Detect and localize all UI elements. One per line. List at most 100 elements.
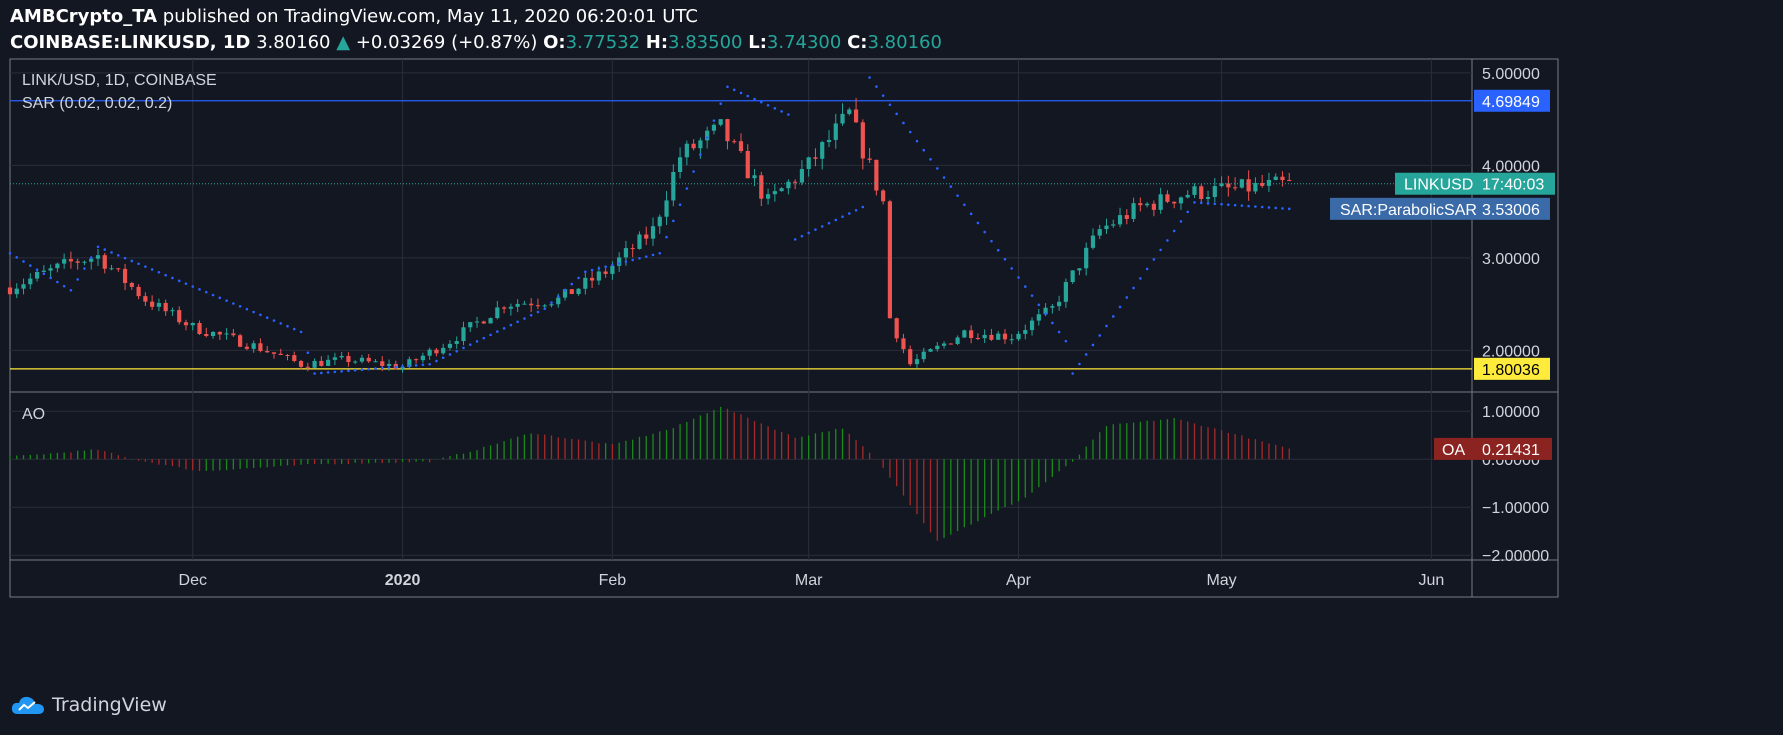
candle-body bbox=[150, 301, 155, 307]
candle-body bbox=[806, 157, 811, 169]
sar-dot bbox=[556, 295, 560, 298]
last-price: 3.80160 bbox=[256, 32, 331, 53]
level-badge-bg bbox=[1474, 357, 1550, 380]
candle-body bbox=[772, 191, 777, 195]
sar-dot bbox=[1254, 205, 1257, 208]
sar-dot bbox=[435, 359, 438, 363]
candle-body bbox=[116, 268, 121, 270]
candle-body bbox=[312, 360, 317, 368]
low-value: 3.74300 bbox=[766, 32, 842, 53]
sar-dot bbox=[922, 148, 926, 152]
price-tick-label: 4.00000 bbox=[1482, 158, 1540, 175]
sar-dot bbox=[22, 260, 25, 263]
candle-body bbox=[589, 277, 595, 281]
close-value: 3.80160 bbox=[867, 32, 942, 53]
candle-body bbox=[1178, 197, 1184, 204]
candle-body bbox=[671, 171, 676, 201]
candle-body bbox=[1158, 194, 1163, 210]
tradingview-brand[interactable]: TradingView bbox=[52, 694, 167, 716]
candle-body bbox=[1246, 179, 1251, 192]
time-tick-label: Feb bbox=[599, 572, 627, 589]
candle-body bbox=[1185, 194, 1190, 198]
candle-body bbox=[1117, 215, 1123, 225]
candle-body bbox=[461, 327, 466, 342]
ao-tick-label: −1.00000 bbox=[1482, 500, 1549, 517]
sar-dot bbox=[1030, 294, 1034, 297]
candle-body bbox=[962, 330, 967, 338]
candle-body bbox=[1266, 179, 1272, 186]
candle-body bbox=[691, 143, 696, 149]
candle-body bbox=[1226, 183, 1231, 188]
candle-body bbox=[251, 343, 256, 349]
sar-dot bbox=[665, 235, 668, 239]
sar-dot bbox=[1084, 353, 1088, 356]
author-name[interactable]: AMBCrypto_TA bbox=[10, 6, 158, 27]
candle-body bbox=[860, 122, 865, 159]
candle-body bbox=[853, 109, 859, 123]
sar-dot bbox=[232, 302, 235, 305]
candle-body bbox=[204, 334, 209, 337]
sar-dot bbox=[536, 310, 540, 314]
sar-dot bbox=[198, 288, 201, 291]
candle-body bbox=[799, 168, 805, 183]
sar-dot bbox=[1267, 206, 1271, 209]
price-tick-label: 2.00000 bbox=[1482, 343, 1540, 360]
sar-dot bbox=[150, 268, 154, 271]
sar-dot bbox=[1010, 267, 1014, 270]
sar-dot bbox=[760, 100, 763, 104]
chart-area[interactable]: LINK/USD, 1D, COINBASE SAR (0.02, 0.02, 0… bbox=[0, 0, 1783, 690]
sar-dot bbox=[144, 265, 147, 268]
candle-body bbox=[508, 306, 513, 309]
sar-dot bbox=[563, 288, 567, 292]
sar-dot bbox=[374, 367, 377, 370]
sar-dot bbox=[644, 255, 648, 258]
candle-body bbox=[414, 359, 419, 361]
ao-badge-name: OA bbox=[1442, 442, 1465, 459]
sar-dot bbox=[1152, 258, 1156, 261]
sar-dot bbox=[1227, 203, 1230, 206]
sar-dot bbox=[62, 284, 66, 288]
sar-dot bbox=[482, 336, 486, 340]
candle-body bbox=[319, 360, 324, 366]
candle-body bbox=[1029, 320, 1035, 331]
candle-body bbox=[603, 271, 608, 274]
chart-frame bbox=[9, 58, 1559, 598]
sar-dot bbox=[69, 288, 73, 292]
sar-dot bbox=[83, 267, 86, 270]
sar-dot bbox=[861, 205, 865, 209]
price-tick-label: 3.00000 bbox=[1482, 251, 1540, 268]
candle-body bbox=[725, 119, 730, 142]
candle-body bbox=[1138, 203, 1143, 206]
candle-body bbox=[68, 259, 74, 262]
candle-body bbox=[468, 322, 473, 328]
candle-body bbox=[1151, 203, 1156, 210]
candle-body bbox=[170, 310, 175, 312]
symbol-label[interactable]: COINBASE:LINKUSD, 1D bbox=[10, 32, 251, 53]
candle-body bbox=[881, 190, 886, 202]
candle-body bbox=[529, 303, 534, 306]
high-label: H: bbox=[645, 32, 669, 53]
time-tick-label: Mar bbox=[795, 572, 823, 589]
sar-dot bbox=[996, 248, 1000, 252]
candle-body bbox=[265, 351, 270, 353]
sar-dot bbox=[245, 307, 249, 311]
sar-dot bbox=[123, 256, 127, 260]
sar-dot bbox=[299, 330, 303, 334]
sar-dot bbox=[787, 113, 790, 116]
sar-dot bbox=[306, 351, 310, 354]
candle-body bbox=[217, 331, 222, 335]
sar-dot bbox=[570, 282, 574, 286]
candle-body bbox=[982, 334, 987, 339]
sar-dot bbox=[672, 219, 675, 223]
candle-body bbox=[535, 305, 541, 307]
candle-body bbox=[847, 109, 852, 114]
sar-dot bbox=[130, 259, 134, 263]
candle-body bbox=[650, 226, 656, 239]
candle-body bbox=[738, 141, 744, 152]
sar-dot bbox=[908, 130, 912, 134]
sar-dot bbox=[15, 256, 19, 259]
sar-dot bbox=[157, 271, 161, 274]
sar-dot bbox=[1003, 258, 1007, 261]
candle-body bbox=[826, 139, 832, 143]
sar-dot bbox=[380, 366, 384, 370]
